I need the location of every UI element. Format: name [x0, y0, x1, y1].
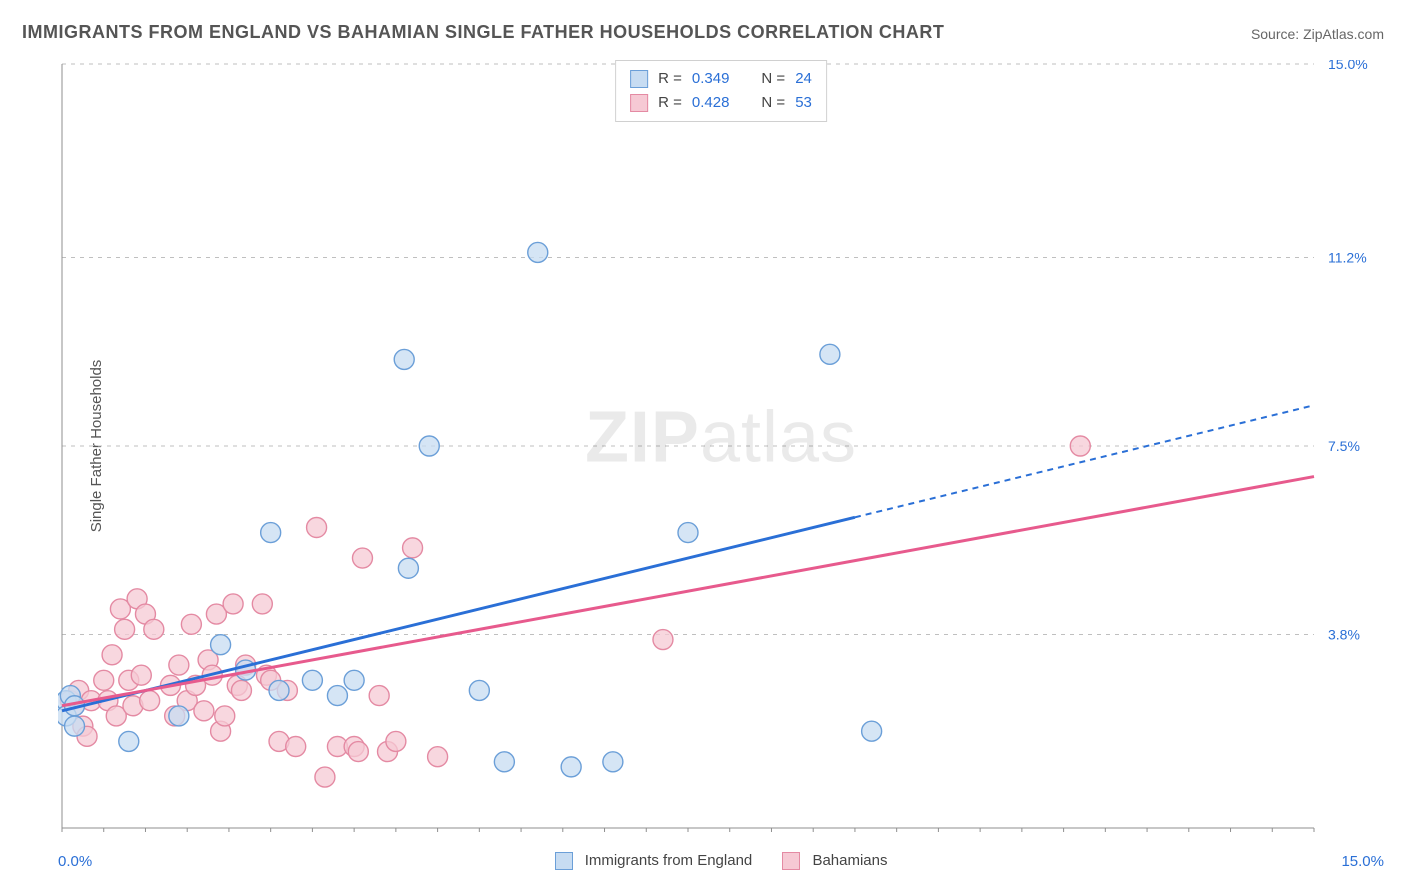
y-tick-label: 15.0% [1328, 60, 1368, 72]
data-point [327, 686, 347, 706]
legend-r-value-1: 0.428 [692, 91, 730, 115]
legend-label-1: Bahamians [812, 852, 887, 869]
legend-r-value-0: 0.349 [692, 67, 730, 91]
data-point [302, 670, 322, 690]
data-point [561, 757, 581, 777]
data-point [862, 721, 882, 741]
trend-line-extrapolated [855, 405, 1314, 517]
data-point [102, 645, 122, 665]
data-point [348, 742, 368, 762]
legend-r-label: R = [658, 91, 682, 115]
legend-swatch-bottom-0 [555, 852, 573, 870]
data-point [252, 594, 272, 614]
correlation-legend: R = 0.349 N = 24 R = 0.428 N = 53 [615, 60, 827, 122]
legend-item-0: Immigrants from England [555, 852, 753, 870]
data-point [394, 349, 414, 369]
data-point [653, 630, 673, 650]
data-point [820, 344, 840, 364]
source-attribution: Source: ZipAtlas.com [1251, 26, 1384, 42]
data-point [194, 701, 214, 721]
data-point [286, 737, 306, 757]
data-point [115, 619, 135, 639]
legend-swatch-0 [630, 70, 648, 88]
y-tick-label: 7.5% [1328, 438, 1360, 454]
legend-swatch-1 [630, 94, 648, 112]
legend-r-label: R = [658, 67, 682, 91]
data-point [169, 706, 189, 726]
data-point [344, 670, 364, 690]
data-point [352, 548, 372, 568]
data-point [419, 436, 439, 456]
data-point [131, 665, 151, 685]
data-point [261, 523, 281, 543]
legend-n-value-0: 24 [795, 67, 812, 91]
data-point [494, 752, 514, 772]
plot-area: R = 0.349 N = 24 R = 0.428 N = 53 3.8% 7.… [58, 60, 1384, 832]
trend-line [62, 477, 1314, 706]
data-point [603, 752, 623, 772]
legend-n-label: N = [761, 91, 785, 115]
data-point [231, 680, 251, 700]
legend-item-1: Bahamians [782, 852, 887, 870]
data-point [94, 670, 114, 690]
data-point [223, 594, 243, 614]
data-point [65, 716, 85, 736]
legend-swatch-bottom-1 [782, 852, 800, 870]
data-point [144, 619, 164, 639]
legend-n-label: N = [761, 67, 785, 91]
data-point [211, 635, 231, 655]
series-legend: Immigrants from England Bahamians [58, 852, 1384, 870]
data-point [678, 523, 698, 543]
data-point [403, 538, 423, 558]
data-point [386, 731, 406, 751]
data-point [181, 614, 201, 634]
legend-row-series-0: R = 0.349 N = 24 [630, 67, 812, 91]
data-point [1070, 436, 1090, 456]
data-point [428, 747, 448, 767]
data-point [215, 706, 235, 726]
data-point [269, 680, 289, 700]
watermark: ZIPatlas [585, 397, 857, 477]
legend-label-0: Immigrants from England [585, 852, 753, 869]
data-point [398, 558, 418, 578]
trend-line [62, 517, 855, 711]
chart-title: IMMIGRANTS FROM ENGLAND VS BAHAMIAN SING… [22, 22, 944, 43]
data-point [315, 767, 335, 787]
y-tick-label: 3.8% [1328, 626, 1360, 642]
data-point [307, 517, 327, 537]
data-point [469, 680, 489, 700]
y-tick-label: 11.2% [1328, 250, 1367, 266]
data-point [169, 655, 189, 675]
data-point [369, 686, 389, 706]
data-point [140, 691, 160, 711]
scatter-plot: 3.8% 7.5% 11.2% 15.0% ZIPatlas [58, 60, 1384, 832]
data-point [528, 242, 548, 262]
legend-row-series-1: R = 0.428 N = 53 [630, 91, 812, 115]
data-point [119, 731, 139, 751]
legend-n-value-1: 53 [795, 91, 812, 115]
